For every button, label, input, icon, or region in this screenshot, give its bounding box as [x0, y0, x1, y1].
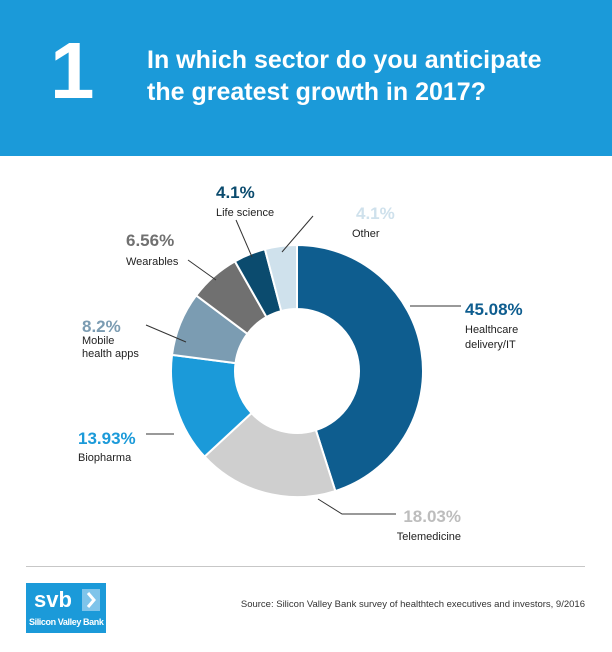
- logo-bank-name: Silicon Valley Bank: [29, 617, 104, 627]
- value-label-mobile-health-apps: 8.2%: [82, 317, 121, 336]
- category-label-healthcare-delivery-it: delivery/IT: [465, 339, 516, 351]
- leader-line-life-science: [235, 219, 253, 258]
- leader-line-other: [281, 215, 314, 253]
- category-label-mobile-health-apps: health apps: [82, 348, 139, 360]
- category-label-life-science: Life science: [216, 207, 274, 219]
- category-label-other: Other: [352, 228, 380, 240]
- leader-line-mobile-health-apps: [145, 324, 187, 343]
- slice-telemedicine: [203, 411, 337, 498]
- question-title: In which sector do you anticipate the gr…: [147, 46, 542, 106]
- value-label-life-science: 4.1%: [216, 183, 255, 202]
- donut-chart: 45.08% Healthcare delivery/IT 18.03% Telemed…: [78, 183, 523, 543]
- footer-divider: [26, 566, 585, 567]
- logo-chevron-icon: [82, 589, 100, 611]
- value-label-telemedicine: 18.03%: [403, 507, 461, 526]
- value-label-wearables: 6.56%: [126, 231, 174, 250]
- category-label-healthcare-delivery-it: Healthcare: [465, 324, 518, 336]
- slice-other: [263, 243, 298, 313]
- source-note: Source: Silicon Valley Bank survey of he…: [240, 599, 585, 610]
- value-label-biopharma: 13.93%: [78, 429, 136, 448]
- value-label-healthcare-delivery-it: 45.08%: [465, 300, 523, 319]
- svb-logo: svb Silicon Valley Bank: [26, 583, 106, 633]
- category-label-biopharma: Biopharma: [78, 452, 132, 464]
- value-label-other: 4.1%: [356, 204, 395, 223]
- leader-line-telemedicine: [317, 498, 396, 515]
- category-label-telemedicine: Telemedicine: [397, 531, 461, 543]
- slice-healthcare-delivery-it: [296, 243, 424, 493]
- category-label-wearables: Wearables: [126, 256, 179, 268]
- header-banner: 1 In which sector do you anticipate the …: [0, 0, 612, 156]
- category-label-mobile-health-apps: Mobile: [82, 335, 114, 347]
- logo-wordmark: svb: [34, 587, 72, 612]
- leader-line-wearables: [187, 259, 217, 281]
- question-number: 1: [50, 26, 95, 115]
